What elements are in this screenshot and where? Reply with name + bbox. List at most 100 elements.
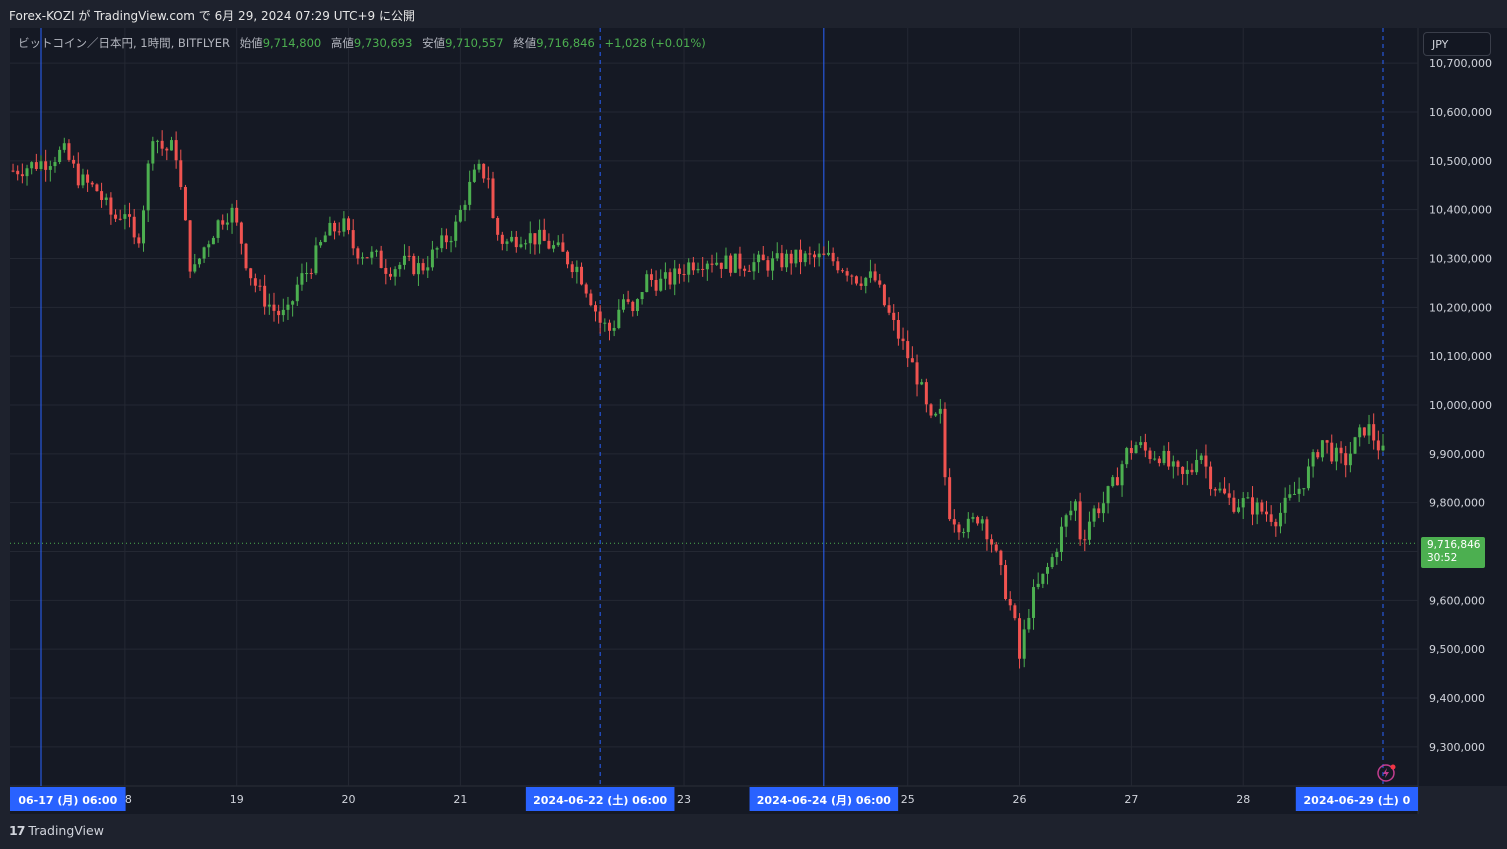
candle-body bbox=[682, 274, 686, 276]
footer-branding[interactable]: 17 TradingView bbox=[9, 823, 104, 838]
candle-body bbox=[1050, 557, 1054, 568]
candle-body bbox=[1237, 507, 1241, 512]
legend-open-label: 始値 bbox=[239, 36, 263, 50]
candle-body bbox=[561, 242, 565, 252]
candle-body bbox=[649, 274, 653, 280]
candle-body bbox=[1260, 502, 1264, 512]
candle-body bbox=[1232, 497, 1236, 512]
candle-body bbox=[771, 258, 775, 271]
candle-body bbox=[379, 250, 383, 268]
candle-body bbox=[603, 322, 607, 324]
candle-body bbox=[598, 311, 602, 323]
candle-body bbox=[868, 271, 872, 278]
candle-body bbox=[929, 404, 933, 416]
candle-body bbox=[76, 163, 80, 186]
candle-body bbox=[1041, 573, 1045, 584]
candle-body bbox=[999, 550, 1003, 566]
candle-body bbox=[20, 174, 24, 177]
candle-body bbox=[1092, 508, 1096, 522]
candle-body bbox=[621, 299, 625, 310]
candle-body bbox=[701, 268, 705, 270]
candle-body bbox=[673, 268, 677, 285]
candle-body bbox=[794, 249, 798, 264]
candle-body bbox=[934, 413, 938, 416]
candle-body bbox=[291, 301, 295, 305]
candle-body bbox=[39, 161, 43, 169]
time-scale-area bbox=[10, 786, 1418, 814]
candle-body bbox=[556, 242, 560, 246]
candle-body bbox=[444, 235, 448, 243]
candle-body bbox=[677, 268, 681, 275]
candle-body bbox=[151, 141, 155, 164]
candle-body bbox=[962, 532, 966, 534]
candle-body bbox=[575, 266, 579, 273]
y-tick-label: 9,800,000 bbox=[1429, 497, 1485, 510]
candle-body bbox=[1316, 452, 1320, 458]
candle-body bbox=[580, 266, 584, 285]
candle-body bbox=[1120, 464, 1124, 486]
candle-body bbox=[472, 169, 476, 182]
notification-dot-icon bbox=[1390, 764, 1396, 770]
candle-body bbox=[132, 216, 136, 238]
candle-body bbox=[277, 310, 281, 316]
candle-body bbox=[1125, 448, 1129, 465]
candle-body bbox=[659, 278, 663, 291]
candle-body bbox=[1306, 466, 1310, 489]
candle-body bbox=[351, 230, 355, 249]
candle-body bbox=[729, 255, 733, 273]
candle-body bbox=[631, 301, 635, 312]
candle-body bbox=[901, 338, 905, 342]
candle-body bbox=[109, 197, 113, 215]
candle-body bbox=[1246, 497, 1250, 499]
candle-body bbox=[463, 204, 467, 210]
x-tick-label: 19 bbox=[230, 793, 244, 806]
candle-body bbox=[477, 163, 481, 170]
candle-body bbox=[766, 260, 770, 271]
alert-lightning-icon bbox=[1377, 764, 1395, 782]
candle-body bbox=[295, 284, 299, 302]
candle-body bbox=[458, 209, 462, 222]
candle-body bbox=[528, 233, 532, 244]
candle-body bbox=[1078, 501, 1082, 540]
candle-body bbox=[188, 220, 192, 272]
candle-body bbox=[1209, 466, 1213, 490]
candle-body bbox=[281, 309, 285, 316]
candle-body bbox=[239, 222, 243, 244]
candle-body bbox=[244, 243, 248, 269]
candle-body bbox=[1344, 453, 1348, 466]
candle-body bbox=[1320, 440, 1324, 458]
candle-body bbox=[1302, 488, 1306, 490]
candle-body bbox=[16, 170, 20, 175]
candle-body bbox=[1269, 514, 1273, 522]
candle-body bbox=[976, 517, 980, 524]
candle-body bbox=[235, 207, 239, 223]
x-highlight-label: 2024-06-24 (月) 06:00 bbox=[757, 794, 891, 807]
candle-body bbox=[990, 539, 994, 545]
candle-body bbox=[496, 218, 500, 235]
candle-body bbox=[985, 519, 989, 540]
candle-body bbox=[1376, 440, 1380, 451]
candle-body bbox=[249, 268, 253, 279]
legend-change: +1,028 (+0.01%) bbox=[604, 36, 706, 50]
candle-body bbox=[1101, 503, 1105, 514]
candle-body bbox=[719, 262, 723, 269]
candle-body bbox=[752, 262, 756, 272]
candle-body bbox=[1274, 521, 1278, 527]
candle-body bbox=[169, 140, 173, 151]
candle-body bbox=[1223, 488, 1227, 494]
x-highlight-label: 06-17 (月) 06:00 bbox=[18, 794, 117, 807]
candle-body bbox=[300, 273, 304, 285]
candle-body bbox=[859, 283, 863, 286]
candle-body bbox=[67, 143, 71, 160]
candle-body bbox=[314, 245, 318, 274]
candle-body bbox=[1372, 424, 1376, 441]
candle-body bbox=[1171, 461, 1175, 467]
candle-body bbox=[230, 207, 234, 223]
candle-body bbox=[1097, 508, 1101, 514]
lightning-bolt-icon bbox=[1383, 768, 1389, 778]
currency-button[interactable]: JPY bbox=[1423, 32, 1491, 56]
candle-body bbox=[454, 221, 458, 241]
candle-body bbox=[1381, 445, 1385, 451]
candle-body bbox=[1148, 450, 1152, 460]
